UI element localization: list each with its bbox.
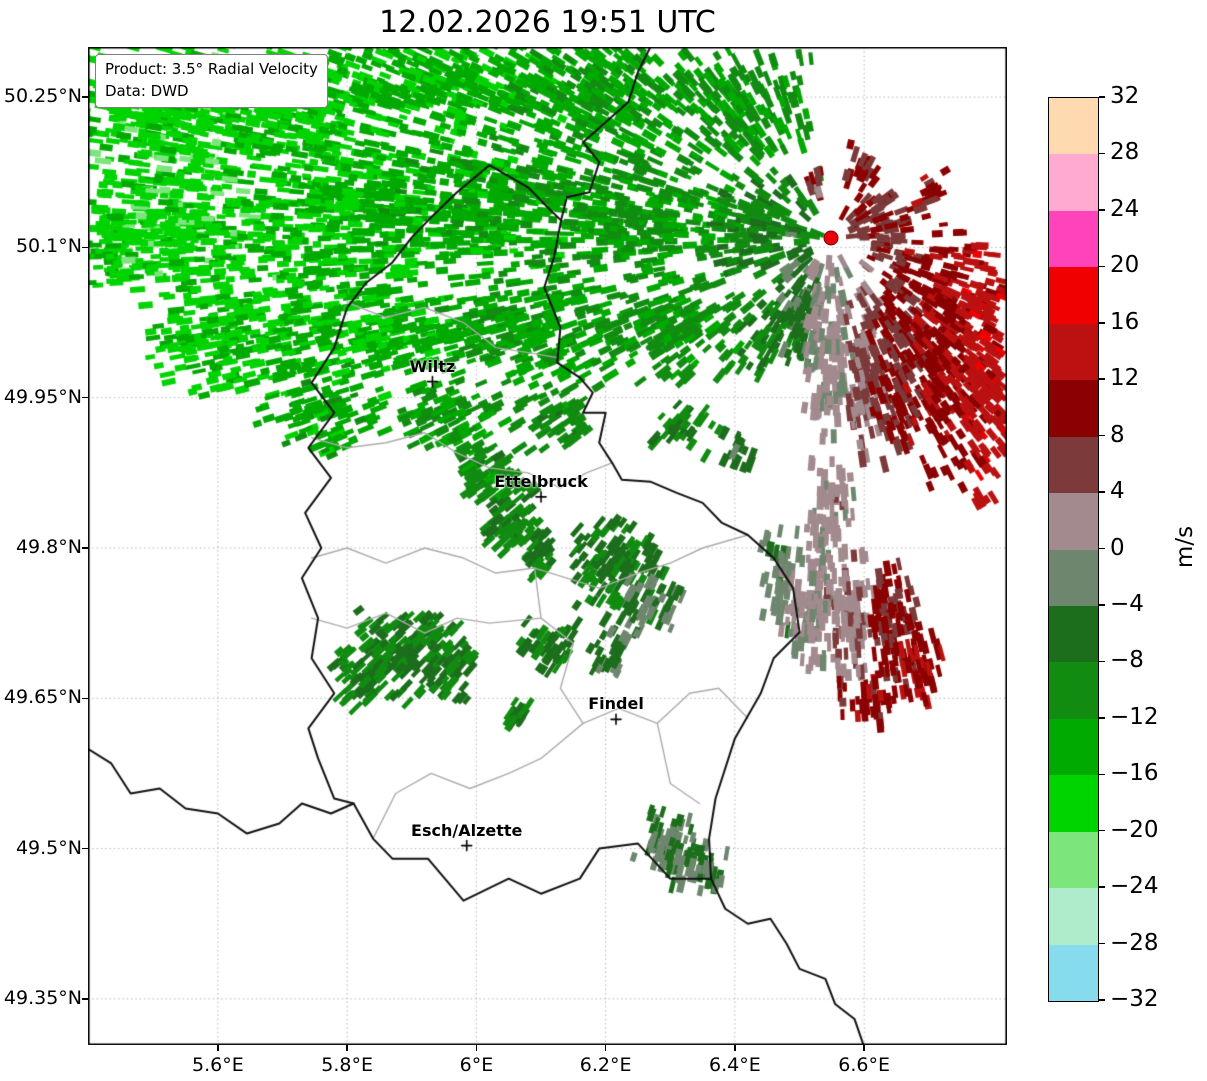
colorbar-tick-label: −4	[1110, 590, 1144, 617]
colorbar-segment	[1049, 831, 1098, 889]
x-tick-mark	[346, 1045, 348, 1051]
colorbar-tick-label: −16	[1110, 760, 1159, 787]
colorbar-tick-label: 28	[1110, 139, 1140, 166]
y-tick-label: 50.1°N	[15, 235, 82, 258]
colorbar-tick-label: 20	[1110, 252, 1140, 279]
colorbar-segment	[1049, 549, 1098, 606]
colorbar-segment	[1049, 380, 1098, 437]
colorbar-segment	[1049, 605, 1098, 663]
colorbar-tick-label: −32	[1110, 986, 1159, 1012]
y-tick-label: 49.35°N	[3, 986, 82, 1009]
colorbar-segment	[1049, 775, 1098, 832]
colorbar-tick-label: −24	[1110, 873, 1159, 900]
colorbar-tick-mark	[1099, 322, 1105, 324]
product-info-box: Product: 3.5° Radial Velocity Data: DWD	[95, 54, 328, 108]
y-tick-label: 49.8°N	[15, 536, 82, 558]
colorbar-tick-mark	[1099, 829, 1105, 832]
y-tick-label: 50.25°N	[3, 85, 82, 108]
colorbar-tick-label: 24	[1110, 195, 1140, 222]
colorbar-segment	[1049, 436, 1098, 494]
city-label-wiltz: Wiltz	[409, 356, 456, 376]
colorbar-tick-mark	[1099, 660, 1105, 663]
colorbar-unit-label: m/s	[1172, 525, 1198, 569]
y-tick-label: 49.65°N	[3, 686, 82, 709]
y-tick-mark	[82, 847, 88, 850]
colorbar-tick-mark	[1099, 434, 1105, 437]
city-label-ettelbruck: Ettelbruck	[494, 471, 588, 491]
colorbar-tick-label: 8	[1110, 421, 1125, 448]
colorbar-segment	[1049, 154, 1098, 211]
colorbar-tick-mark	[1099, 265, 1105, 268]
x-tick-label: 6.4°E	[709, 1054, 761, 1076]
y-tick-mark	[82, 396, 88, 399]
colorbar-tick-label: 4	[1110, 478, 1125, 505]
colorbar-tick-label: −12	[1110, 703, 1159, 730]
y-tick-mark	[82, 96, 88, 98]
city-label-esch-alzette: Esch/Alzette	[411, 820, 523, 840]
x-tick-label: 5.8°E	[321, 1054, 373, 1076]
colorbar-segment	[1049, 888, 1098, 945]
y-tick-label: 49.95°N	[3, 385, 82, 408]
y-tick-mark	[82, 246, 88, 249]
x-tick-mark	[217, 1045, 219, 1051]
colorbar-segment	[1049, 267, 1098, 324]
x-tick-label: 6°E	[459, 1054, 494, 1076]
x-tick-label: 5.6°E	[192, 1054, 244, 1076]
colorbar-segment	[1049, 718, 1098, 776]
x-tick-mark	[734, 1045, 736, 1051]
colorbar-segment	[1049, 944, 1098, 1001]
colorbar-tick-mark	[1099, 717, 1105, 719]
colorbar-tick-label: −8	[1110, 647, 1144, 674]
y-tick-mark	[82, 697, 88, 700]
colorbar-tick-mark	[1099, 209, 1105, 211]
colorbar-tick-label: 0	[1110, 534, 1125, 561]
colorbar	[1048, 97, 1099, 1002]
x-tick-mark	[863, 1045, 865, 1051]
colorbar-tick-label: 16	[1110, 308, 1140, 335]
colorbar-tick-mark	[1099, 152, 1105, 155]
colorbar-segment	[1049, 493, 1098, 550]
colorbar-segment	[1049, 662, 1098, 719]
map-canvas	[88, 47, 1007, 1045]
colorbar-tick-label: −20	[1110, 816, 1159, 843]
colorbar-tick-mark	[1099, 378, 1105, 380]
x-tick-mark	[475, 1045, 478, 1051]
city-label-findel: Findel	[588, 694, 644, 714]
colorbar-tick-mark	[1099, 942, 1105, 945]
x-tick-mark	[604, 1045, 607, 1051]
colorbar-tick-label: −28	[1110, 929, 1159, 956]
colorbar-tick-label: 12	[1110, 365, 1140, 392]
x-tick-label: 6.2°E	[579, 1054, 632, 1076]
colorbar-tick-mark	[1099, 491, 1105, 493]
y-tick-label: 49.5°N	[15, 836, 82, 859]
colorbar-tick-mark	[1099, 96, 1105, 98]
y-tick-mark	[82, 547, 88, 549]
colorbar-tick-mark	[1099, 547, 1105, 550]
y-tick-mark	[82, 998, 88, 1000]
colorbar-tick-label: 32	[1110, 83, 1140, 109]
colorbar-tick-mark	[1099, 773, 1105, 775]
colorbar-tick-mark	[1099, 604, 1105, 606]
plot-title: 12.02.2026 19:51 UTC	[379, 5, 716, 40]
product-label: Product: 3.5° Radial Velocity	[105, 60, 318, 78]
data-source-label: Data: DWD	[105, 81, 189, 100]
colorbar-tick-mark	[1099, 886, 1105, 888]
map-plot-area: Product: 3.5° Radial Velocity Data: DWD …	[88, 47, 1007, 1045]
colorbar-tick-mark	[1099, 999, 1105, 1001]
radar-site-marker	[823, 230, 839, 246]
colorbar-segment	[1049, 210, 1098, 268]
x-tick-label: 6.6°E	[838, 1054, 891, 1076]
colorbar-segment	[1049, 98, 1098, 155]
colorbar-segment	[1049, 323, 1098, 381]
